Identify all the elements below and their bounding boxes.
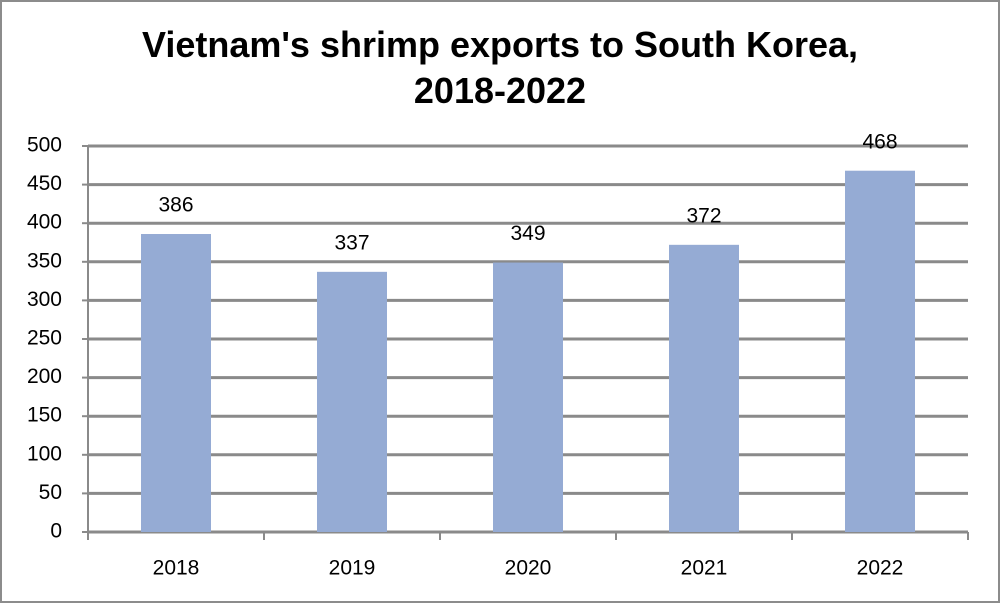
bar: [317, 271, 387, 532]
value-label: 337: [334, 231, 369, 254]
x-tick-label: 2021: [681, 557, 728, 580]
x-tick-label: 2020: [505, 557, 552, 580]
x-tick-label: 2022: [857, 557, 904, 580]
bar: [845, 170, 915, 533]
y-tick-label: 100: [27, 442, 62, 465]
x-tick-label: 2018: [153, 557, 200, 580]
bar: [669, 244, 739, 533]
x-tick-label: 2019: [329, 557, 376, 580]
y-tick-label: 350: [27, 249, 62, 272]
y-tick-label: 450: [27, 172, 62, 195]
value-label: 468: [862, 130, 897, 153]
bar: [493, 262, 563, 532]
y-tick-label: 400: [27, 211, 62, 234]
y-tick-label: 250: [27, 327, 62, 350]
chart-title: Vietnam's shrimp exports to South Korea,…: [141, 24, 859, 111]
y-tick-label: 300: [27, 288, 62, 311]
value-label: 349: [510, 222, 545, 245]
y-tick-label: 150: [27, 404, 62, 427]
value-label: 372: [686, 204, 721, 227]
y-tick-label: 0: [50, 520, 62, 543]
value-label: 386: [158, 194, 193, 217]
y-tick-label: 50: [39, 481, 62, 504]
y-tick-label: 500: [27, 134, 62, 157]
y-tick-label: 200: [27, 365, 62, 388]
bar: [141, 234, 211, 532]
